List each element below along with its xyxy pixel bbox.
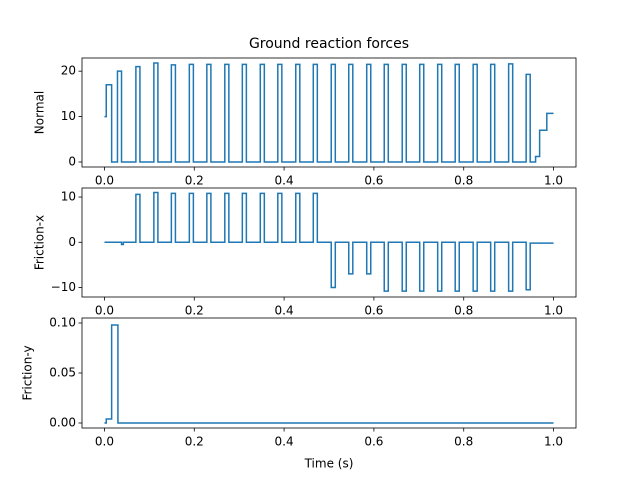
x-tick-label: 0.2 [185, 174, 204, 188]
x-tick-label: 0.4 [275, 435, 294, 449]
y-tick-label: 0 [68, 155, 76, 169]
y-tick-label: 10 [61, 190, 76, 204]
x-tick-label: 0.6 [364, 174, 383, 188]
y-tick-label: 0.00 [49, 416, 76, 430]
x-tick-label: 1.0 [544, 174, 563, 188]
x-tick-label: 1.0 [544, 304, 563, 318]
data-line [104, 324, 554, 424]
x-tick-label: 0.2 [185, 304, 204, 318]
x-tick-label: 0.2 [185, 435, 204, 449]
y-tick-label: 0.05 [49, 366, 76, 380]
y-tick-label: −10 [51, 280, 76, 294]
x-tick-label: 0.0 [95, 435, 114, 449]
axes-frame [81, 187, 577, 298]
y-tick-label: 0.10 [49, 316, 76, 330]
axes-frame [81, 317, 577, 429]
data-line [104, 191, 554, 292]
axes-frame [81, 57, 577, 168]
y-tick-label: 20 [61, 64, 76, 78]
y-axis-label: Normal [33, 91, 47, 134]
data-line [104, 62, 554, 163]
x-tick-label: 0.6 [364, 435, 383, 449]
x-tick-label: 0.0 [95, 174, 114, 188]
chart-title: Ground reaction forces [249, 36, 409, 52]
x-tick-label: 0.8 [454, 174, 473, 188]
x-tick-label: 0.4 [275, 304, 294, 318]
y-axis-label: Friction-y [21, 345, 35, 400]
y-tick-label: 0 [68, 235, 76, 249]
x-tick-label: 0.8 [454, 304, 473, 318]
x-axis-label: Time (s) [304, 457, 354, 471]
x-tick-label: 0.4 [275, 174, 294, 188]
x-tick-label: 0.8 [454, 435, 473, 449]
x-tick-label: 1.0 [544, 435, 563, 449]
x-tick-label: 0.6 [364, 304, 383, 318]
y-tick-label: 10 [61, 109, 76, 123]
y-axis-label: Friction-x [33, 215, 47, 270]
x-tick-label: 0.0 [95, 304, 114, 318]
